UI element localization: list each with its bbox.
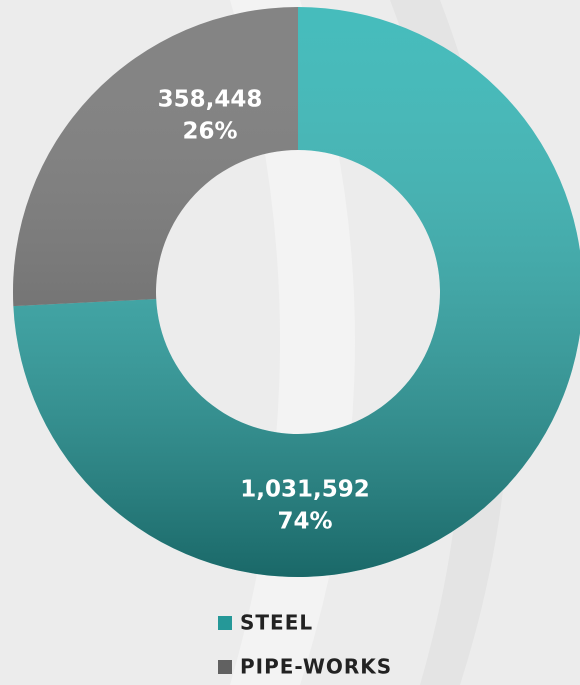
legend: STEEL PIPE-WORKS	[218, 611, 392, 679]
legend-swatch	[218, 616, 232, 630]
legend-label: STEEL	[240, 611, 313, 635]
slice-shade	[13, 7, 580, 577]
legend-swatch-shade	[218, 616, 232, 630]
slice-shade	[12, 7, 298, 307]
percent-label: 26%	[182, 119, 237, 145]
percent-label: 74%	[277, 509, 332, 535]
legend-label: PIPE-WORKS	[240, 655, 392, 679]
legend-swatch-shade	[218, 660, 232, 674]
value-label: 1,031,592	[240, 477, 370, 503]
legend-swatch	[218, 660, 232, 674]
slices	[12, 7, 580, 577]
value-label: 358,448	[158, 87, 263, 113]
labels: 1,031,592 74% 358,448 26%	[158, 87, 370, 535]
